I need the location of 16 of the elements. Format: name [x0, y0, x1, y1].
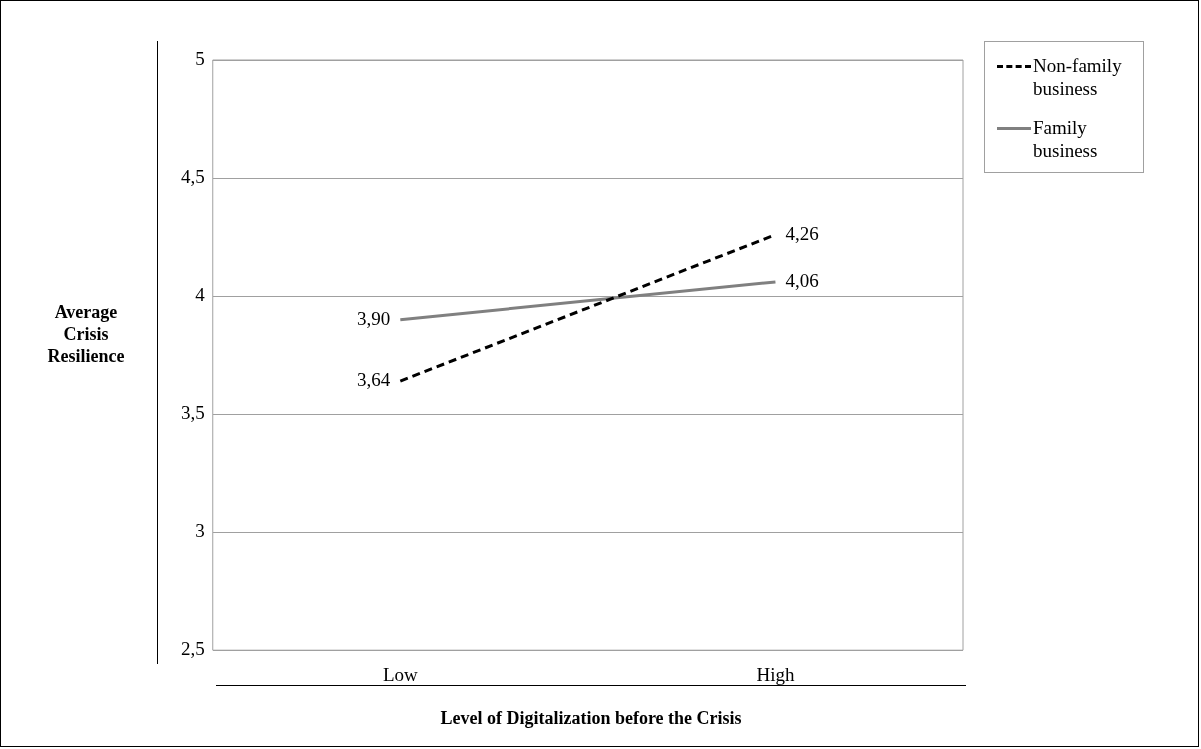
x-tick-label: High: [756, 663, 795, 685]
legend-label: Family business: [1033, 116, 1099, 162]
y-tick-label: 3,5: [181, 402, 205, 424]
data-label: 3,64: [357, 369, 391, 391]
y-tick-label: 5: [195, 47, 205, 69]
y-tick-label: 4,5: [181, 166, 205, 188]
legend-label: Non-family business: [1033, 54, 1123, 100]
data-label: 3,90: [357, 307, 391, 329]
y-tick-label: 2,5: [181, 638, 205, 660]
x-tick-label: Low: [382, 663, 418, 685]
data-label: 4,06: [785, 269, 819, 291]
x-axis-title: Level of Digitalization before the Crisis: [439, 708, 743, 729]
y-axis-title: Average Crisis Resilience: [46, 301, 126, 367]
y-tick-label: 3: [195, 520, 205, 542]
data-label: 4,26: [785, 222, 819, 244]
y-tick-label: 4: [195, 284, 206, 306]
